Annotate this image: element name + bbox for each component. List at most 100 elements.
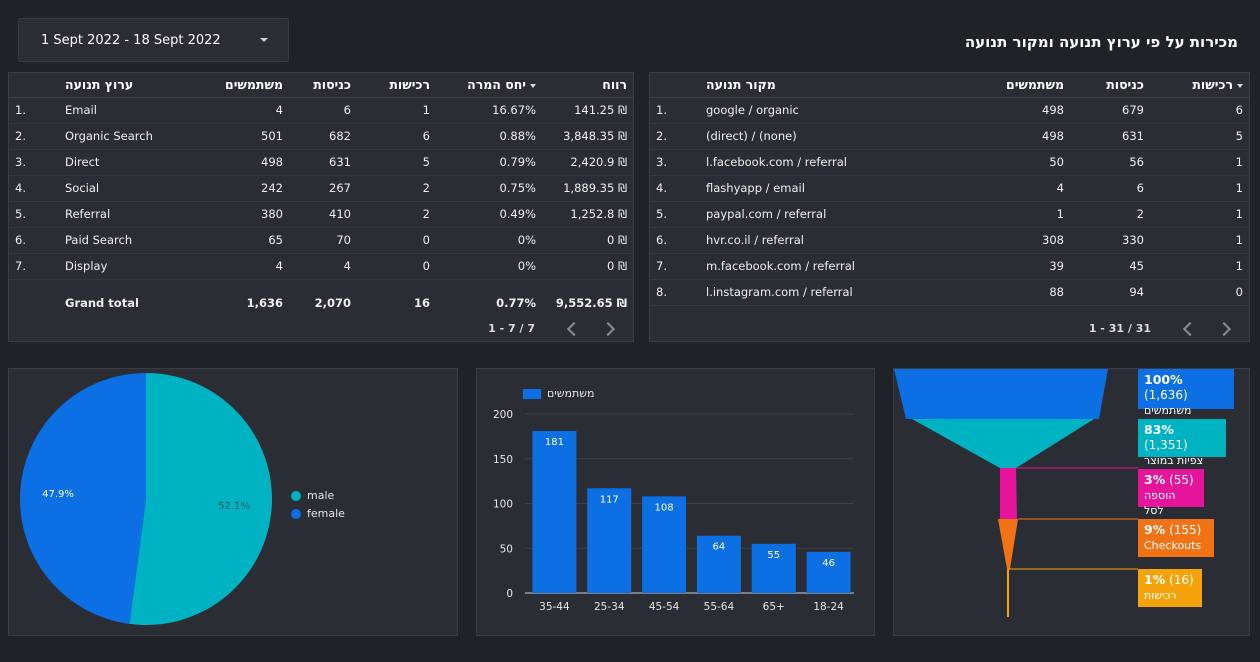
cell-sessions: 4 — [289, 253, 357, 280]
header-sessions[interactable]: כניסות — [289, 73, 357, 98]
chevron-down-icon — [260, 38, 268, 42]
header-conversion[interactable]: יחס המרה — [436, 73, 542, 98]
pie-data-label: 52.1% — [218, 501, 250, 512]
cell-purchases: 6 — [357, 123, 436, 150]
funnel-label-add-to-cart: 3% (55) הוספה לסל — [1138, 469, 1204, 517]
cell-users: 380 — [169, 201, 289, 228]
table-row: 8. l.instagram.com / referral 88 94 0 — [650, 279, 1249, 306]
date-range-picker[interactable]: 1 Sept 2022 - 18 Sept 2022 — [18, 18, 289, 62]
age-bar-panel: משתמשים 0 50 100 150 200 181 117 108 64 55 46 35-… — [476, 368, 875, 636]
bar-65+ — [751, 543, 796, 593]
header-channel[interactable]: ערוץ תנועה — [59, 73, 169, 98]
y-tick-label: 150 — [493, 454, 513, 466]
cell-channel: Email — [59, 97, 169, 124]
cell-sessions: 330 — [1070, 227, 1150, 254]
cell-profit: 0 ₪ — [542, 253, 633, 280]
cell-channel: Organic Search — [59, 123, 169, 150]
cell-purchases: 0 — [357, 253, 436, 280]
chevron-left-icon[interactable] — [566, 321, 582, 336]
cell-purchases: 1 — [1150, 175, 1249, 202]
header-purchases[interactable]: רכישות — [1150, 73, 1249, 98]
table-row: 1. google / organic 498 679 6 — [650, 97, 1249, 124]
cell-users: 308 — [930, 227, 1070, 254]
cell-purchases: 1 — [1150, 227, 1249, 254]
pager-range: 1 - 31 / 31 — [1088, 322, 1151, 335]
bar-data-label: 55 — [767, 550, 780, 561]
header-sessions[interactable]: כניסות — [1070, 73, 1150, 98]
header-purchases[interactable]: רכישות — [357, 73, 436, 98]
cell-purchases: 0 — [1150, 279, 1249, 306]
funnel-count: (1,351) — [1144, 438, 1188, 452]
header-source[interactable]: מקור תנועה — [700, 73, 930, 98]
cell-purchases: 1 — [1150, 253, 1249, 280]
bar-chart: 0 50 100 150 200 181 117 108 64 55 46 35-44 25-34 4… — [493, 409, 854, 613]
funnel-panel: 100% (1,636) משתמשים 83% (1,351) צפיות במו… — [893, 368, 1250, 636]
cell-sessions: 631 — [1070, 123, 1150, 150]
funnel-stage-product-views — [912, 419, 1094, 468]
legend-label: משתמשים — [547, 387, 595, 400]
cell-source: google / organic — [700, 97, 930, 124]
cell-sessions: 56 — [1070, 149, 1150, 176]
row-index: 4. — [9, 175, 59, 202]
cell-conversion: 0.88% — [436, 123, 542, 150]
date-range-label: 1 Sept 2022 - 18 Sept 2022 — [41, 32, 221, 48]
pie-data-label: 47.9% — [42, 489, 74, 500]
legend-item-female[interactable]: female — [291, 507, 345, 520]
table-row: 4. Social 242 267 2 0.75% 1,889.35 ₪ — [9, 175, 633, 202]
funnel-stage-name: צפיות במוצר — [1144, 454, 1204, 467]
funnel-label-purchases: 1% (16) רכישות — [1138, 569, 1202, 607]
row-index: 5. — [9, 201, 59, 228]
pie-legend: male female — [291, 489, 345, 525]
pie-labels: 52.1% 47.9% — [42, 489, 250, 512]
pie-slice-female — [20, 373, 146, 624]
cell-profit: 141.25 ₪ — [542, 97, 633, 124]
funnel-label-product-views: 83% (1,351) צפיות במוצר — [1138, 419, 1226, 467]
header-users[interactable]: משתמשים — [930, 73, 1070, 98]
legend-dot — [291, 490, 301, 501]
cell-profit: 0 ₪ — [542, 227, 633, 254]
sort-desc-icon — [530, 83, 536, 88]
legend-dot — [291, 508, 301, 519]
bar-data-label: 46 — [822, 558, 835, 569]
cell-sessions: 94 — [1070, 279, 1150, 306]
bar-legend: משתמשים — [523, 387, 595, 400]
row-index: 1. — [650, 97, 700, 124]
cell-users: 242 — [169, 175, 289, 202]
pager-range: 1 - 7 / 7 — [488, 322, 535, 335]
chevron-right-icon[interactable] — [1216, 321, 1232, 336]
funnel-chart — [894, 369, 1138, 617]
header-profit[interactable]: רווח — [542, 73, 633, 98]
table-row: 3. l.facebook.com / referral 50 56 1 — [650, 149, 1249, 176]
total-purchases: 16 — [413, 296, 430, 311]
cell-users: 501 — [169, 123, 289, 150]
funnel-stage-name: רכישות — [1144, 589, 1177, 602]
table-row: 6. hvr.co.il / referral 308 330 1 — [650, 227, 1249, 254]
bar-45-54 — [642, 496, 687, 593]
funnel-count: (1,636) — [1144, 388, 1188, 402]
cell-users: 4 — [930, 175, 1070, 202]
y-tick-label: 0 — [506, 588, 513, 600]
channel-table-panel: ערוץ תנועה משתמשים כניסות רכישות יחס המר… — [8, 72, 634, 342]
cell-users: 4 — [169, 97, 289, 124]
funnel-pct: 3% — [1144, 472, 1166, 487]
cell-profit: 3,848.35 ₪ — [542, 123, 633, 150]
chevron-left-icon[interactable] — [1182, 321, 1198, 336]
header-conversion-label: יחס המרה — [467, 77, 526, 93]
legend-item-male[interactable]: male — [291, 489, 345, 502]
bar-55-64 — [696, 535, 741, 593]
chevron-right-icon[interactable] — [600, 321, 616, 336]
cell-source: paypal.com / referral — [700, 201, 930, 228]
funnel-pct: 1% — [1144, 572, 1166, 587]
row-index: 8. — [650, 279, 700, 306]
cell-users: 1 — [930, 201, 1070, 228]
cell-sessions: 6 — [1070, 175, 1150, 202]
header-users[interactable]: משתמשים — [169, 73, 289, 98]
cell-source: flashyapp / email — [700, 175, 930, 202]
bar-35-44 — [532, 431, 577, 593]
channel-table: ערוץ תנועה משתמשים כניסות רכישות יחס המר… — [9, 73, 633, 327]
cell-sessions: 679 — [1070, 97, 1150, 124]
source-table-scroll[interactable]: מקור תנועה משתמשים כניסות רכישות 1. googl… — [650, 73, 1249, 317]
cell-conversion: 0% — [436, 227, 542, 254]
x-tick-label: 45-54 — [649, 601, 680, 613]
cell-purchases: 2 — [357, 175, 436, 202]
